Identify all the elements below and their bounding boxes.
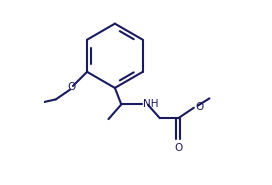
Text: O: O bbox=[196, 102, 204, 112]
Text: O: O bbox=[67, 83, 76, 92]
Text: O: O bbox=[174, 143, 182, 153]
Text: NH: NH bbox=[143, 99, 159, 109]
